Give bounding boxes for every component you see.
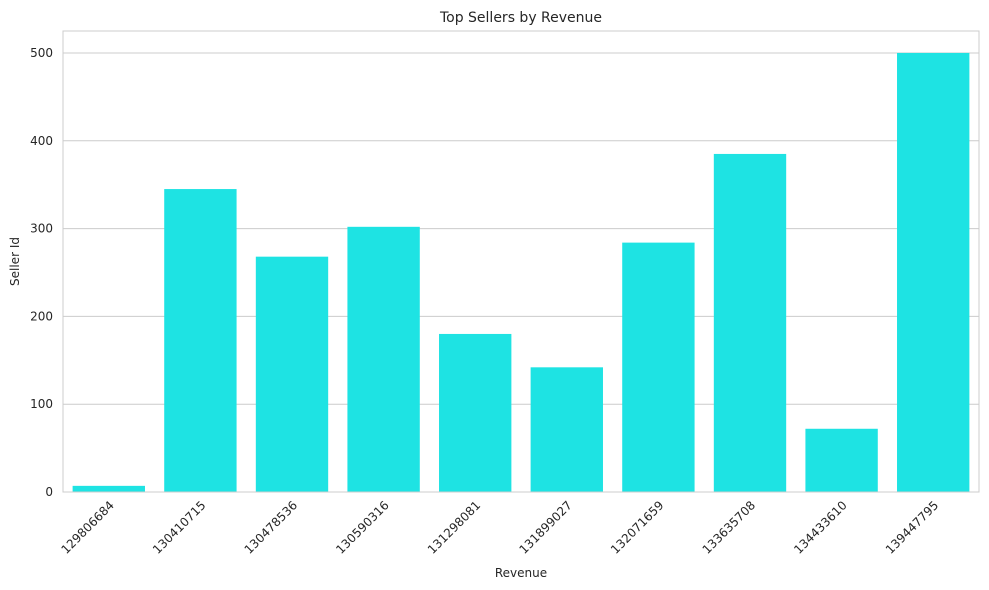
x-tick-label: 139447795 (883, 498, 941, 556)
y-tick-label: 400 (30, 134, 53, 148)
bar-129806684 (72, 485, 145, 492)
y-tick-label: 200 (30, 309, 53, 323)
bar-130410715 (164, 189, 237, 493)
bar-134433610 (805, 428, 878, 492)
x-axis-label: Revenue (495, 566, 547, 580)
bar-132071659 (622, 242, 695, 492)
bar-131899027 (530, 367, 603, 492)
bar-133635708 (713, 153, 787, 492)
x-tick-label: 130590316 (333, 498, 391, 556)
x-tick-label: 133635708 (700, 498, 758, 556)
bar-130478536 (255, 256, 329, 492)
y-tick-label: 0 (45, 485, 53, 499)
chart-title: Top Sellers by Revenue (439, 10, 602, 26)
bar-131298081 (439, 333, 512, 492)
x-tick-label: 130478536 (242, 498, 300, 556)
y-tick-labels: 0 100 200 300 400 500 (30, 46, 53, 499)
bars (72, 52, 970, 493)
x-tick-labels: 129806684 130410715 130478536 130590316 1312… (58, 498, 941, 556)
x-tick-label: 130410715 (150, 498, 208, 556)
x-tick-label: 132071659 (608, 498, 666, 556)
y-tick-label: 500 (30, 46, 53, 60)
x-tick-label: 131298081 (425, 498, 483, 556)
bar-130590316 (347, 226, 420, 492)
bar-139447795 (897, 52, 970, 492)
y-tick-label: 100 (30, 397, 53, 411)
x-tick-label: 129806684 (58, 498, 116, 556)
x-tick-label: 134433610 (791, 498, 849, 556)
y-axis-label: Seller Id (8, 237, 22, 286)
y-tick-label: 300 (30, 222, 53, 236)
x-tick-label: 131899027 (516, 498, 574, 556)
plot-frame (62, 30, 980, 493)
